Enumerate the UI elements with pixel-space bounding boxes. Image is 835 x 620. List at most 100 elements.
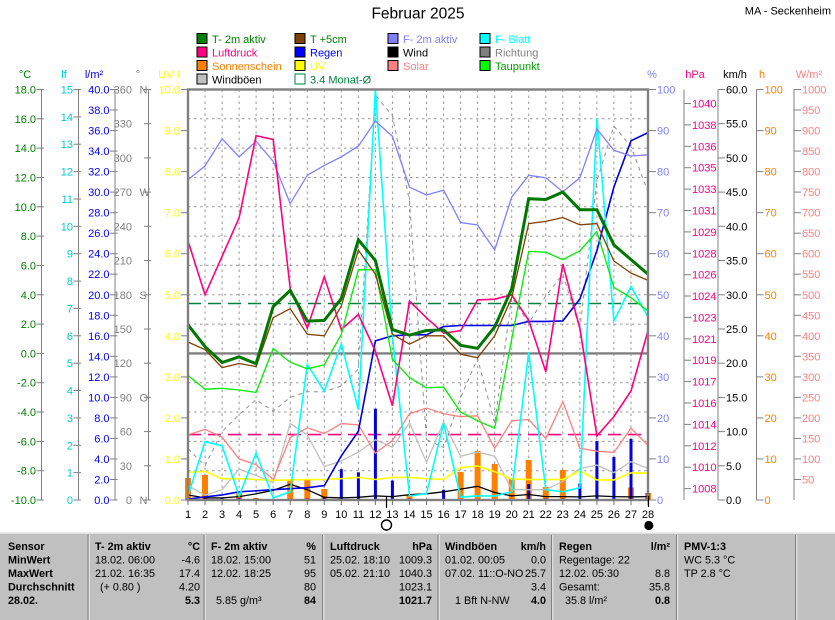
svg-text:S: S [140, 290, 147, 302]
svg-text:1029: 1029 [692, 227, 716, 239]
svg-text:34.0: 34.0 [88, 146, 109, 158]
svg-text:-6.0: -6.0 [17, 436, 36, 448]
svg-text:1036: 1036 [692, 141, 716, 153]
svg-text:14: 14 [61, 112, 73, 124]
svg-text:24: 24 [574, 509, 586, 521]
svg-text:km/h: km/h [723, 69, 747, 81]
svg-text:90: 90 [120, 392, 132, 404]
svg-text:4.0: 4.0 [165, 331, 180, 343]
svg-text:0.0: 0.0 [165, 495, 180, 507]
svg-text:26: 26 [608, 509, 620, 521]
svg-text:2.0: 2.0 [165, 413, 180, 425]
svg-text:12.0: 12.0 [15, 173, 36, 185]
svg-text:50: 50 [657, 290, 669, 302]
svg-text:150: 150 [114, 324, 132, 336]
svg-text:330: 330 [114, 119, 132, 131]
svg-text:°C: °C [188, 541, 200, 553]
svg-text:18.02. 06:00: 18.02. 06:00 [95, 555, 155, 567]
svg-text:10: 10 [657, 454, 669, 466]
svg-text:360: 360 [114, 85, 132, 97]
svg-text:Taupunkt: Taupunkt [495, 61, 540, 73]
svg-text:9: 9 [67, 249, 73, 261]
svg-text:10.0: 10.0 [88, 392, 109, 404]
svg-text:MinWert: MinWert [8, 555, 51, 567]
svg-text:UV: UV [310, 61, 326, 73]
svg-text:UV-I: UV-I [158, 69, 179, 81]
svg-text:8.0: 8.0 [94, 413, 109, 425]
svg-text:20.0: 20.0 [726, 358, 747, 370]
svg-text:270: 270 [114, 187, 132, 199]
svg-text:500: 500 [802, 290, 820, 302]
svg-text:%: % [647, 69, 657, 81]
svg-text:1014: 1014 [692, 419, 716, 431]
svg-text:-10.0: -10.0 [11, 495, 36, 507]
svg-text:1031: 1031 [692, 206, 716, 218]
svg-text:0: 0 [765, 495, 771, 507]
svg-text:13: 13 [61, 139, 73, 151]
svg-text:30: 30 [765, 372, 777, 384]
svg-text:8: 8 [304, 509, 310, 521]
svg-text:1.0: 1.0 [165, 454, 180, 466]
svg-text:18.02. 15:00: 18.02. 15:00 [211, 555, 271, 567]
svg-text:1021.7: 1021.7 [399, 595, 432, 607]
svg-text:10: 10 [335, 509, 347, 521]
svg-text:850: 850 [802, 146, 820, 158]
svg-text:50: 50 [765, 290, 777, 302]
svg-text:750: 750 [802, 187, 820, 199]
svg-text:80: 80 [657, 167, 669, 179]
svg-text:50.0: 50.0 [726, 153, 747, 165]
svg-text:-8.0: -8.0 [17, 466, 36, 478]
svg-text:5: 5 [67, 358, 73, 370]
svg-text:40.0: 40.0 [726, 221, 747, 233]
svg-text:180: 180 [114, 290, 132, 302]
svg-text:WC 5.3 °C: WC 5.3 °C [684, 555, 735, 567]
svg-text:hPa: hPa [412, 541, 433, 553]
svg-text:1012: 1012 [692, 441, 716, 453]
svg-text:Februar 2025: Februar 2025 [371, 6, 464, 23]
svg-text:400: 400 [802, 331, 820, 343]
svg-text:3.4: 3.4 [531, 582, 546, 594]
svg-text:90: 90 [657, 126, 669, 138]
svg-text:0: 0 [67, 495, 73, 507]
svg-text:9: 9 [321, 509, 327, 521]
svg-text:0.0: 0.0 [531, 555, 546, 567]
svg-text:°C: °C [19, 69, 31, 81]
svg-text:T +5cm: T +5cm [310, 34, 347, 46]
svg-text:Richtung: Richtung [495, 48, 538, 60]
svg-text:6.0: 6.0 [21, 260, 36, 272]
svg-text:40.0: 40.0 [88, 85, 109, 97]
svg-text:2: 2 [202, 509, 208, 521]
svg-text:60: 60 [120, 427, 132, 439]
svg-text:45.0: 45.0 [726, 187, 747, 199]
svg-text:Sensor: Sensor [8, 541, 45, 553]
svg-text:3: 3 [219, 509, 225, 521]
svg-text:300: 300 [114, 153, 132, 165]
svg-text:1021: 1021 [692, 334, 716, 346]
svg-text:1008: 1008 [692, 484, 716, 496]
svg-text:38.0: 38.0 [88, 105, 109, 117]
svg-text:26.0: 26.0 [88, 228, 109, 240]
svg-text:55.0: 55.0 [726, 119, 747, 131]
svg-text:20: 20 [657, 413, 669, 425]
svg-text:T- 2m aktiv: T- 2m aktiv [212, 34, 266, 46]
svg-text:0.0: 0.0 [21, 348, 36, 360]
svg-text:Regentage: 22: Regentage: 22 [559, 555, 630, 567]
svg-text:80: 80 [765, 167, 777, 179]
svg-text:14: 14 [403, 509, 415, 521]
svg-text:350: 350 [802, 351, 820, 363]
svg-text:1 Bft N-NW: 1 Bft N-NW [455, 595, 510, 607]
svg-text:12.0: 12.0 [88, 372, 109, 384]
svg-text:km/h: km/h [521, 541, 546, 553]
svg-text:Durchschnitt: Durchschnitt [8, 582, 75, 594]
svg-text:28.02.: 28.02. [8, 595, 38, 607]
svg-text:1019: 1019 [692, 355, 716, 367]
svg-text:20: 20 [506, 509, 518, 521]
svg-text:4.0: 4.0 [21, 290, 36, 302]
svg-text:25.7: 25.7 [525, 568, 546, 580]
svg-text:9.0: 9.0 [165, 126, 180, 138]
svg-text:15: 15 [420, 509, 432, 521]
svg-text:25: 25 [591, 509, 603, 521]
svg-text:6: 6 [270, 509, 276, 521]
svg-text:21.02. 16:35: 21.02. 16:35 [95, 568, 155, 580]
svg-text:32.0: 32.0 [88, 167, 109, 179]
